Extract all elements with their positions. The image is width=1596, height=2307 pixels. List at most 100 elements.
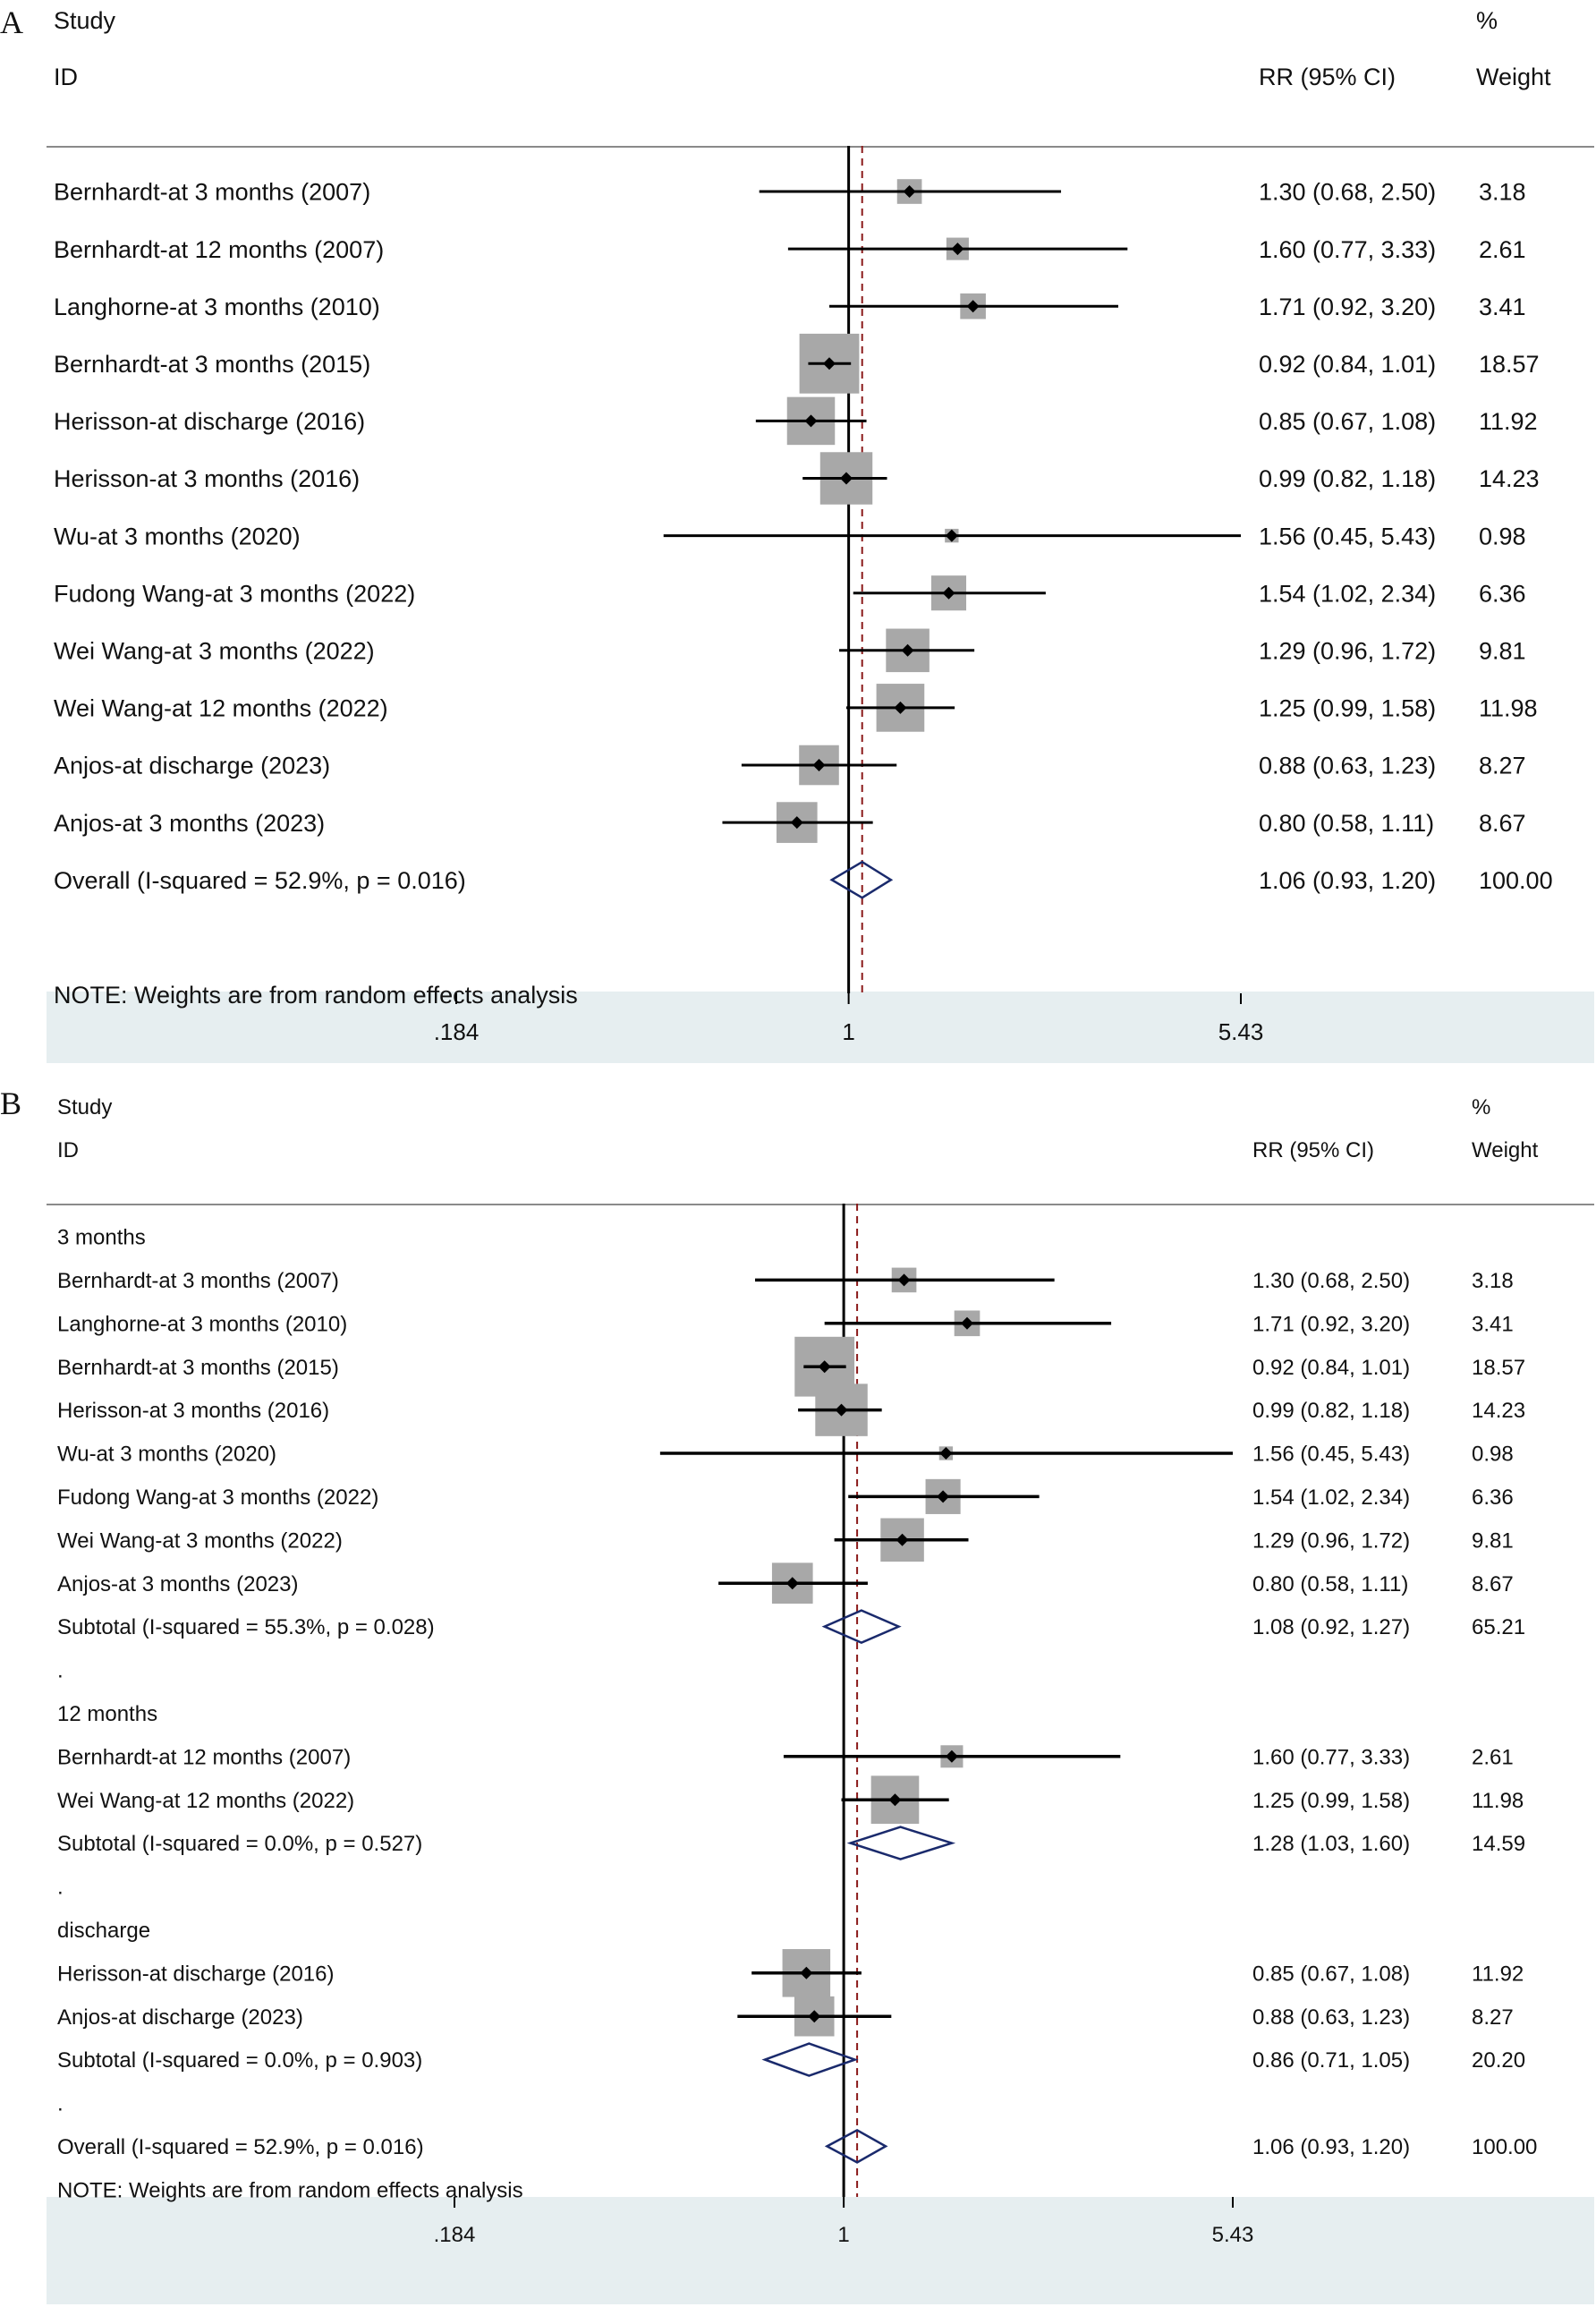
header-study: Study — [54, 7, 116, 34]
study-label: Wei Wang-at 12 months (2022) — [57, 1789, 354, 1813]
point-estimate — [840, 472, 853, 485]
rr-ci-value: 1.60 (0.77, 3.33) — [1252, 1745, 1410, 1769]
rr-ci-value: 1.29 (0.96, 1.72) — [1259, 638, 1436, 665]
weight-value: 11.98 — [1472, 1789, 1524, 1813]
point-estimate — [897, 1273, 911, 1287]
point-estimate — [785, 1577, 799, 1590]
header-id: ID — [54, 64, 78, 90]
study-label: Subtotal (I-squared = 55.3%, p = 0.028) — [57, 1615, 435, 1639]
weight-value: 20.20 — [1472, 2048, 1525, 2073]
weight-value: 8.27 — [1479, 753, 1526, 779]
weight-value: 14.23 — [1472, 1399, 1525, 1423]
rr-ci-value: 1.25 (0.99, 1.58) — [1252, 1789, 1410, 1813]
weight-value: 14.23 — [1479, 465, 1540, 492]
forest-plot-panel-b: B Study ID RR (95% CI) % Weight 3 months… — [0, 1083, 1596, 2307]
point-estimate — [888, 1793, 902, 1807]
plot-area-b — [47, 1204, 1594, 2199]
forest-svg-b: 3 months Bernhardt-at 3 months (2007) 1.30… — [57, 1204, 1537, 2247]
point-estimate — [818, 1360, 831, 1374]
weight-value: 100.00 — [1472, 2135, 1537, 2159]
point-estimate — [961, 1316, 974, 1330]
rr-ci-value: 1.56 (0.45, 5.43) — [1259, 523, 1436, 549]
weight-value: 2.61 — [1479, 236, 1526, 263]
weight-value: 100.00 — [1479, 867, 1553, 894]
subgroup-label: discharge — [57, 1919, 150, 1943]
study-label: Subtotal (I-squared = 0.0%, p = 0.903) — [57, 2048, 422, 2073]
study-label: Wu-at 3 months (2020) — [57, 1443, 276, 1467]
weight-value: 8.67 — [1472, 1572, 1514, 1596]
study-label: Overall (I-squared = 52.9%, p = 0.016) — [54, 867, 466, 894]
weight-value: 18.57 — [1479, 351, 1540, 378]
study-label: Langhorne-at 3 months (2010) — [57, 1312, 347, 1336]
x-axis-band-a — [47, 992, 1594, 1063]
point-estimate — [808, 2010, 821, 2023]
rr-ci-value: 0.80 (0.58, 1.11) — [1259, 810, 1434, 837]
study-label: Herisson-at discharge (2016) — [57, 1962, 334, 1986]
header-effect: RR (95% CI) — [1252, 1138, 1375, 1162]
study-label: Bernhardt-at 12 months (2007) — [57, 1745, 351, 1769]
study-label: Bernhardt-at 3 months (2015) — [54, 351, 370, 378]
subtotal-diamond — [821, 1609, 902, 1644]
study-label: Langhorne-at 3 months (2010) — [54, 294, 380, 320]
point-estimate — [951, 243, 964, 256]
rr-ci-value: 1.06 (0.93, 1.20) — [1252, 2135, 1410, 2159]
point-estimate — [800, 1966, 813, 1979]
rr-ci-value: 0.88 (0.63, 1.23) — [1259, 753, 1436, 779]
rr-ci-value: 1.54 (1.02, 2.34) — [1259, 580, 1436, 607]
rr-ci-value: 1.06 (0.93, 1.20) — [1259, 867, 1436, 894]
point-estimate — [939, 1447, 953, 1460]
rr-ci-value: 1.08 (0.92, 1.27) — [1252, 1615, 1410, 1639]
study-label: Bernhardt-at 3 months (2007) — [54, 179, 370, 206]
forest-plot-panel-a: A Study ID RR (95% CI) % Weight Bernhard… — [0, 0, 1596, 1065]
point-estimate — [835, 1403, 848, 1417]
point-estimate — [901, 643, 914, 657]
point-estimate — [804, 414, 818, 428]
rr-ci-value: 0.85 (0.67, 1.08) — [1252, 1962, 1410, 1986]
rr-ci-value: 1.56 (0.45, 5.43) — [1252, 1443, 1410, 1467]
panel-letter-a: A — [0, 4, 23, 40]
study-label: Overall (I-squared = 52.9%, p = 0.016) — [57, 2135, 424, 2159]
weight-value: 0.98 — [1479, 523, 1526, 549]
header-weight: Weight — [1472, 1138, 1539, 1162]
study-label: Bernhardt-at 12 months (2007) — [54, 236, 384, 263]
plot-area-a — [47, 146, 1594, 993]
point-estimate — [942, 586, 955, 600]
study-label: Herisson-at 3 months (2016) — [57, 1399, 329, 1423]
weight-value: 11.92 — [1479, 408, 1538, 435]
header-effect: RR (95% CI) — [1259, 64, 1396, 90]
point-estimate — [966, 300, 980, 313]
weight-value: 9.81 — [1479, 638, 1526, 665]
point-estimate — [896, 1533, 909, 1546]
weight-value: 0.98 — [1472, 1443, 1514, 1467]
study-label: Anjos-at discharge (2023) — [57, 2005, 303, 2030]
point-estimate — [823, 357, 836, 370]
separator-dot: . — [57, 2092, 64, 2116]
weight-value: 8.27 — [1472, 2005, 1514, 2030]
header-weight: Weight — [1476, 64, 1551, 90]
rr-ci-value: 0.85 (0.67, 1.08) — [1259, 408, 1436, 435]
header-id: ID — [57, 1138, 79, 1162]
study-label: Bernhardt-at 3 months (2015) — [57, 1356, 339, 1380]
rr-ci-value: 1.30 (0.68, 2.50) — [1259, 179, 1436, 206]
footnote: NOTE: Weights are from random effects an… — [57, 2178, 523, 2202]
rr-ci-value: 0.92 (0.84, 1.01) — [1252, 1356, 1410, 1380]
subtotal-diamond — [846, 1826, 956, 1860]
rr-ci-value: 0.88 (0.63, 1.23) — [1252, 2005, 1410, 2030]
header-percent: % — [1476, 7, 1498, 34]
weight-value: 3.41 — [1479, 294, 1526, 320]
study-label: Anjos-at 3 months (2023) — [54, 810, 325, 837]
header-study: Study — [57, 1095, 113, 1119]
x-tick-label: 5.43 — [1212, 2223, 1254, 2247]
weight-value: 3.18 — [1472, 1269, 1514, 1293]
x-axis-band-b — [47, 2197, 1594, 2304]
overall-diamond — [824, 2128, 888, 2164]
x-tick-label: 1 — [842, 1018, 854, 1045]
weight-value: 11.98 — [1479, 695, 1538, 722]
point-estimate — [903, 185, 916, 198]
point-estimate — [945, 1749, 958, 1763]
weight-value: 8.67 — [1479, 810, 1526, 837]
x-tick-label: .184 — [434, 2223, 476, 2247]
weight-value: 3.18 — [1479, 179, 1526, 206]
point-estimate — [894, 701, 907, 714]
rr-ci-value: 0.80 (0.58, 1.11) — [1252, 1572, 1408, 1596]
